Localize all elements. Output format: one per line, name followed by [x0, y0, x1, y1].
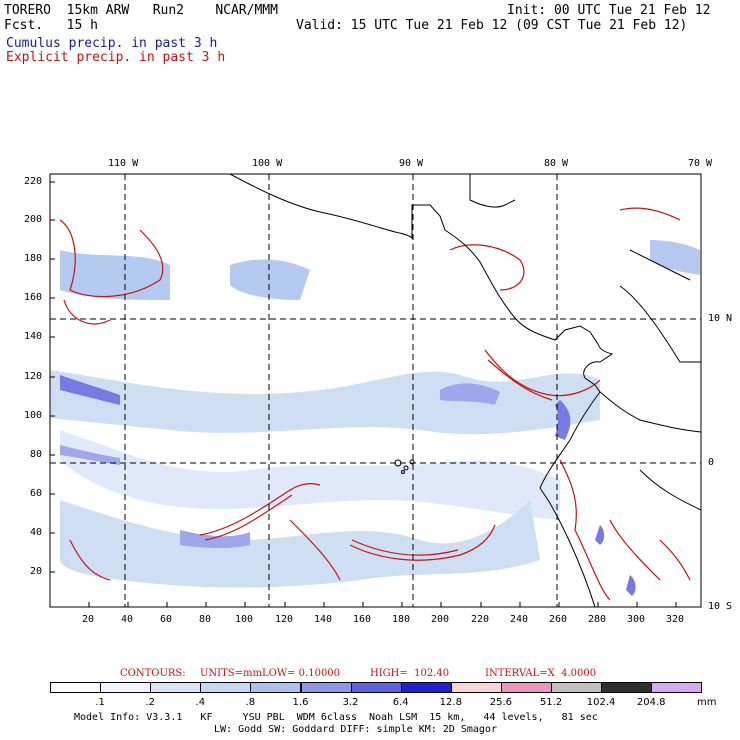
- latlon-grid: [50, 174, 701, 607]
- contour-low: LOW= 0.10000: [262, 668, 341, 679]
- map-frame: [49, 173, 702, 608]
- colorbar-label: .4: [195, 697, 206, 708]
- model-info: Model Info: V3.3.1 KF YSU PBL WDM 6class…: [74, 712, 598, 723]
- x-tick-label: 40: [121, 614, 134, 625]
- colorbar-label: 25.6: [489, 697, 513, 708]
- x-tick-label: 120: [275, 614, 294, 625]
- colorbar-label: 3.2: [342, 697, 359, 708]
- colorbar-swatch: [651, 682, 703, 693]
- x-tick-label: 140: [314, 614, 333, 625]
- x-tick-label: 220: [471, 614, 490, 625]
- colorbar-label: .8: [245, 697, 256, 708]
- y-tick-label: 80: [30, 449, 43, 460]
- colorbar-label: 204.8: [636, 697, 666, 708]
- lat-label-10s: 10 S: [708, 601, 733, 612]
- x-tick-label: 100: [235, 614, 254, 625]
- x-tick-label: 260: [549, 614, 568, 625]
- explicit-precip-contours: [59, 207, 691, 601]
- y-tick-label: 220: [24, 176, 43, 187]
- model-title: TORERO 15km ARW Run2 NCAR/MMM: [4, 3, 278, 18]
- x-tick-label: 60: [160, 614, 173, 625]
- x-tick-label: 300: [627, 614, 646, 625]
- lon-label-90w: 90 W: [399, 158, 424, 169]
- colorbar-swatch: [100, 682, 152, 693]
- x-tick-label: 80: [199, 614, 212, 625]
- contour-interval: INTERVAL=X 4.0000: [485, 668, 597, 679]
- colorbar-label: .2: [145, 697, 155, 708]
- colorbar-swatch: [300, 682, 352, 693]
- y-tick-label: 60: [30, 488, 43, 499]
- colorbar-label: 51.2: [539, 697, 563, 708]
- x-tick-label: 200: [431, 614, 450, 625]
- colorbar-swatch: [350, 682, 402, 693]
- y-tick-label: 140: [24, 331, 43, 342]
- lat-label-0: 0: [708, 457, 715, 468]
- contour-high: HIGH= 102.40: [370, 668, 450, 679]
- x-tick-label: 280: [588, 614, 607, 625]
- x-tick-label: 20: [82, 614, 95, 625]
- colorbar-label: 102.4: [586, 697, 616, 708]
- colorbar-swatch: [200, 682, 252, 693]
- lon-label-110w: 110 W: [108, 158, 139, 169]
- lat-label-10n: 10 N: [708, 313, 733, 324]
- y-tick-label: 100: [24, 410, 43, 421]
- colorbar-label: 12.8: [439, 697, 462, 708]
- legend-explicit: Explicit precip. in past 3 h: [6, 50, 226, 65]
- axis-ticks: [50, 181, 677, 607]
- y-tick-label: 40: [30, 527, 43, 538]
- colorbar-label: 1.6: [292, 697, 309, 708]
- colorbar-swatch: [400, 682, 452, 693]
- model-physics: LW: Godd SW: Goddard DIFF: simple KM: 2D…: [214, 724, 497, 735]
- y-tick-label: 20: [30, 566, 43, 577]
- x-tick-label: 320: [666, 614, 685, 625]
- colorbar-label: .1: [95, 697, 105, 708]
- contour-label: CONTOURS:: [120, 668, 186, 679]
- valid-time: Valid: 15 UTC Tue 21 Feb 12 (09 CST Tue …: [296, 18, 688, 33]
- colorbar-swatch: [450, 682, 502, 693]
- lon-label-100w: 100 W: [252, 158, 283, 169]
- colorbar-label: 6.4: [392, 697, 409, 708]
- x-tick-label: 180: [392, 614, 411, 625]
- colorbar-swatch: [551, 682, 603, 693]
- coastlines: [229, 174, 701, 607]
- y-tick-label: 120: [24, 371, 43, 382]
- init-time: Init: 00 UTC Tue 21 Feb 12: [507, 3, 711, 18]
- contour-units: UNITS=mm: [200, 668, 262, 679]
- y-tick-label: 160: [24, 292, 43, 303]
- colorbar-swatch: [250, 682, 302, 693]
- colorbar-unit: mm: [697, 697, 717, 708]
- lon-label-70w: 70 W: [688, 158, 713, 169]
- colorbar-swatch: [601, 682, 653, 693]
- x-tick-label: 160: [353, 614, 372, 625]
- y-tick-label: 200: [24, 214, 43, 225]
- lon-label-80w: 80 W: [544, 158, 569, 169]
- forecast-hour: Fcst. 15 h: [4, 18, 98, 33]
- y-tick-label: 180: [24, 253, 43, 264]
- legend-cumulus: Cumulus precip. in past 3 h: [6, 36, 218, 51]
- x-tick-label: 240: [510, 614, 529, 625]
- cumulus-precip-shading: [50, 240, 700, 596]
- colorbar-swatch: [150, 682, 202, 693]
- colorbar-swatch: [500, 682, 552, 693]
- colorbar-swatch: [50, 682, 102, 693]
